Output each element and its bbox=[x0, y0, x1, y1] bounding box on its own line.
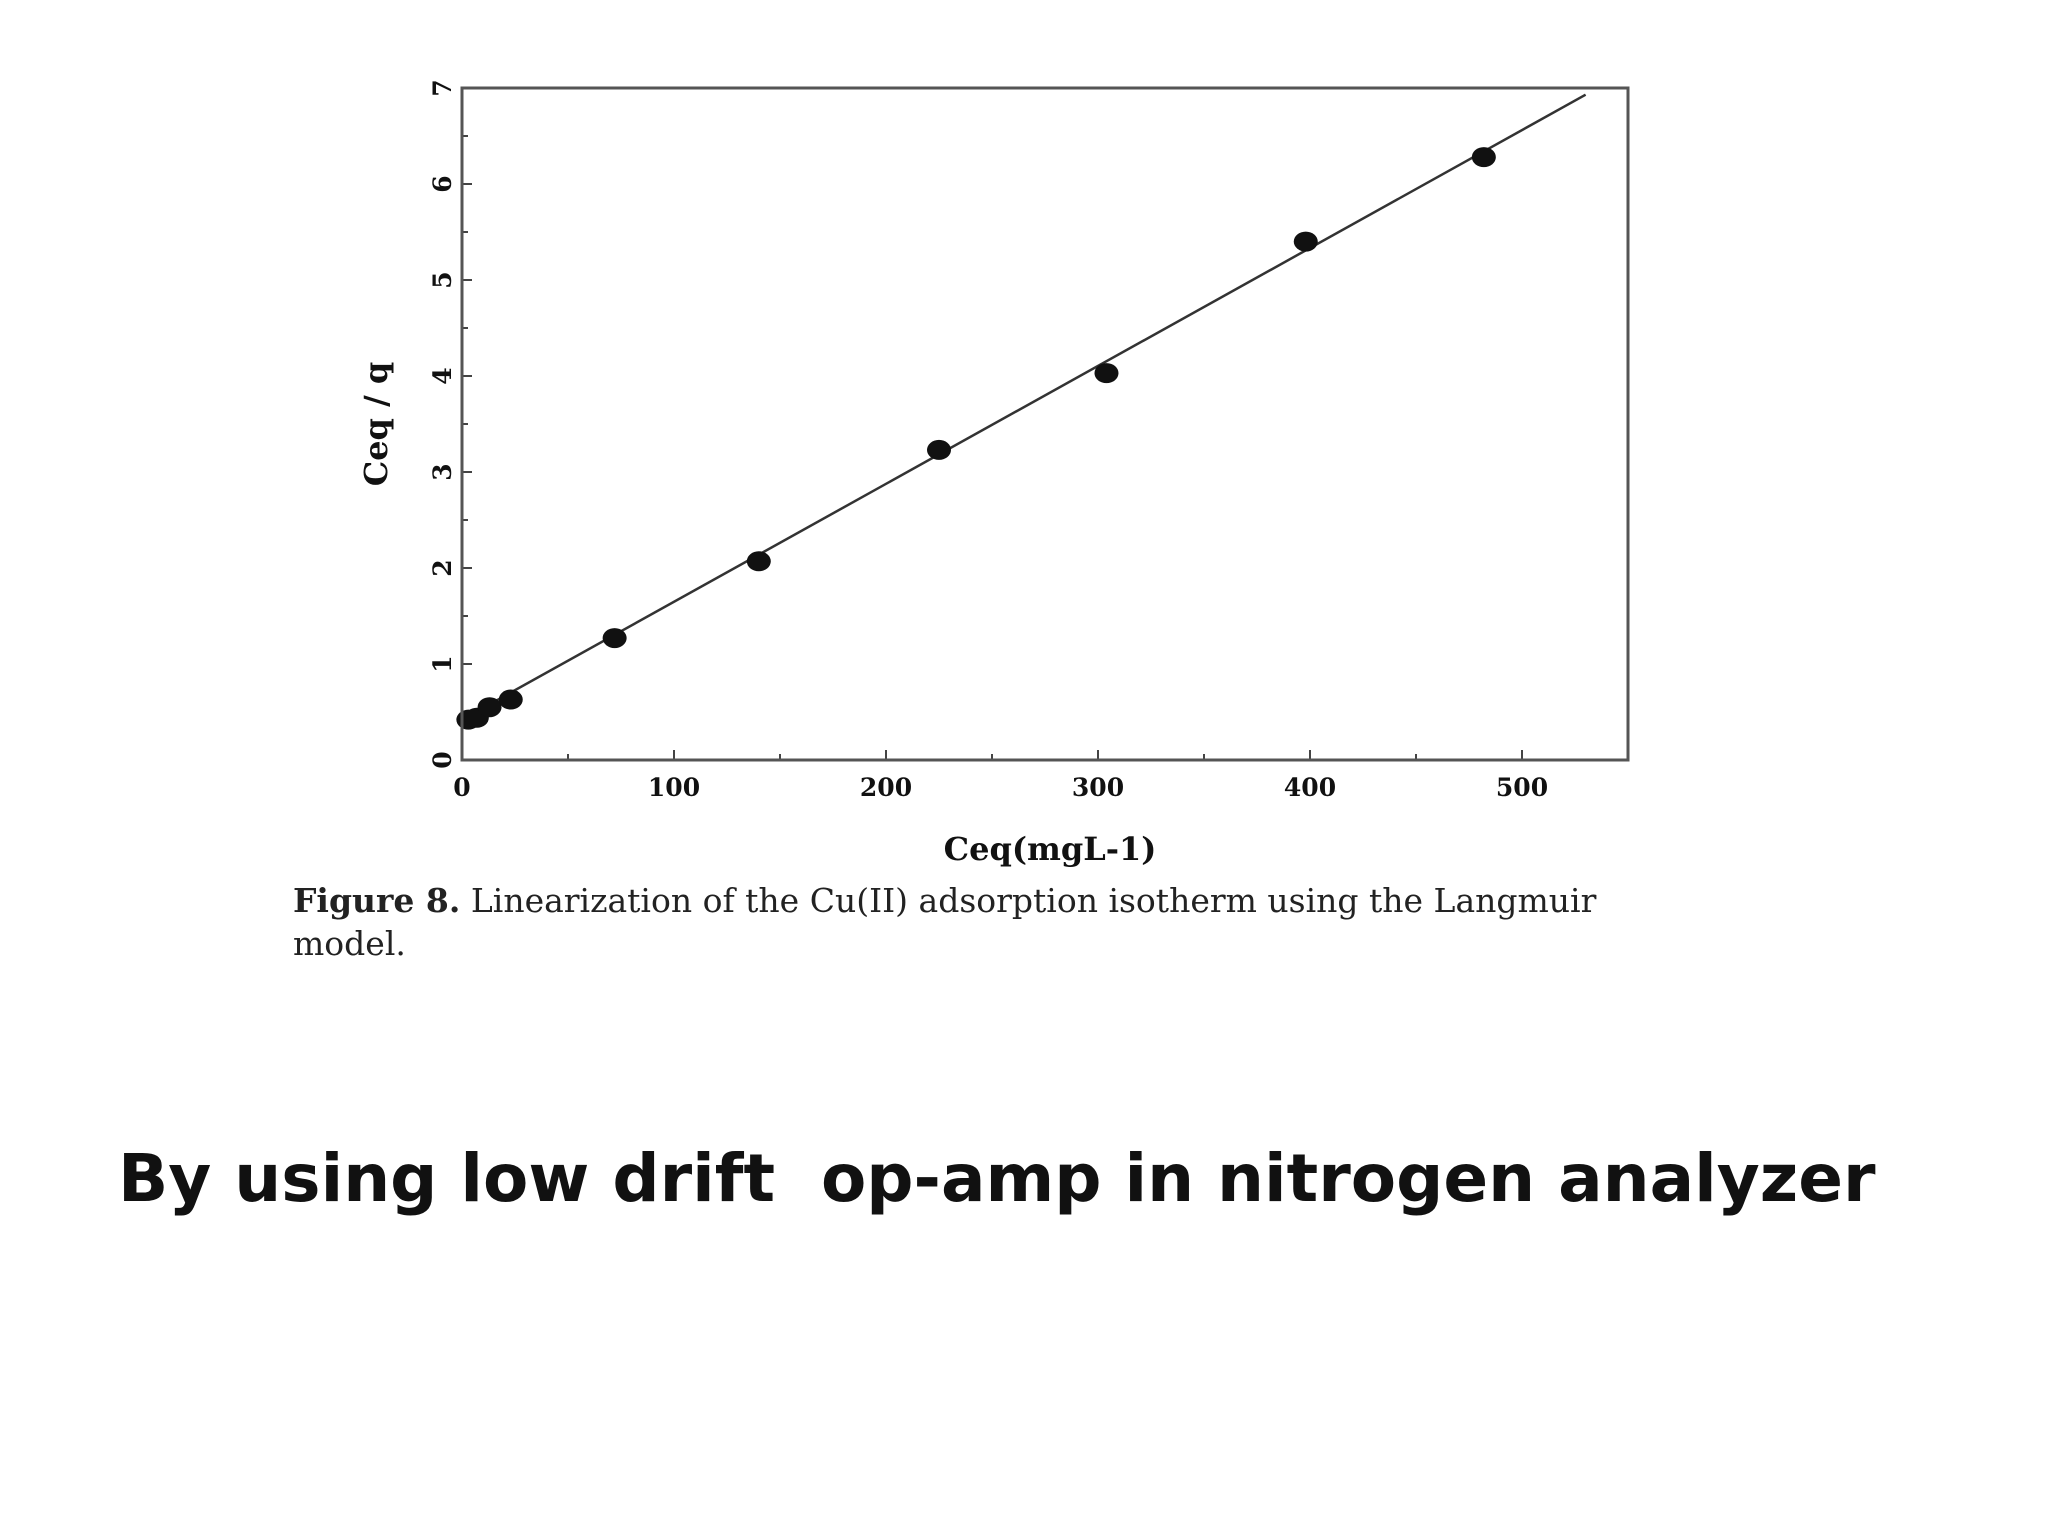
data-point bbox=[602, 628, 627, 649]
data-points bbox=[456, 147, 1496, 730]
fit-line-group bbox=[461, 93, 1587, 721]
y-tick-label: 7 bbox=[428, 79, 457, 96]
data-point bbox=[1094, 363, 1119, 384]
x-tick-label: 100 bbox=[648, 773, 700, 802]
x-tick-label: 300 bbox=[1072, 773, 1124, 802]
y-tick-label: 3 bbox=[428, 463, 457, 480]
figure-caption-text: Linearization of the Cu(II) adsorption i… bbox=[293, 881, 1597, 963]
y-tick-label: 4 bbox=[428, 367, 457, 384]
y-tick-label: 1 bbox=[428, 655, 457, 672]
x-tick-label: 0 bbox=[453, 773, 470, 802]
slide-text: By using low drift op-amp in nitrogen an… bbox=[118, 1140, 1876, 1217]
y-tick-label: 2 bbox=[428, 559, 457, 576]
y-tick-label: 0 bbox=[428, 751, 457, 768]
figure-label: Figure 8. bbox=[293, 881, 461, 920]
y-axis-title: Ceq / q bbox=[357, 362, 395, 487]
data-point bbox=[1293, 231, 1318, 252]
x-axis-title: Ceq(mgL-1) bbox=[944, 830, 1157, 868]
x-tick-label: 200 bbox=[860, 773, 912, 802]
figure-caption: Figure 8. Linearization of the Cu(II) ad… bbox=[293, 880, 1693, 966]
fit-line bbox=[461, 93, 1587, 721]
y-tick-label: 6 bbox=[428, 175, 457, 192]
data-point bbox=[498, 689, 523, 710]
x-tick-label: 400 bbox=[1284, 773, 1336, 802]
y-tick-label: 5 bbox=[428, 271, 457, 288]
plot-frame bbox=[460, 86, 1630, 762]
x-axis-ticks: 0 100 200 300 400 500 bbox=[453, 750, 1548, 802]
data-point bbox=[1471, 147, 1496, 168]
y-axis-ticks: 0 1 2 3 4 5 6 7 bbox=[428, 79, 472, 769]
data-point bbox=[746, 551, 771, 572]
data-point bbox=[927, 439, 951, 460]
data-point bbox=[477, 697, 502, 718]
x-tick-label: 500 bbox=[1496, 773, 1548, 802]
